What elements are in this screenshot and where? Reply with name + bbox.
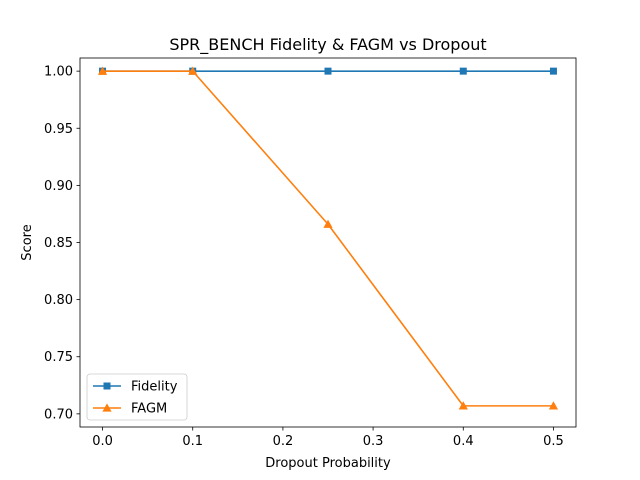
plot-area [97, 66, 559, 410]
y-tick-label: 0.90 [44, 179, 73, 194]
fagm-point [188, 66, 198, 75]
y-tick-label: 0.75 [44, 350, 73, 365]
fidelity-point [459, 67, 467, 75]
y-tick-label: 0.85 [44, 236, 73, 251]
fagm-point [548, 401, 559, 410]
x-axis: 0.0 0.1 0.2 0.3 0.4 0.5 [92, 427, 564, 449]
legend-item-fagm: FAGM [93, 402, 167, 417]
legend-swatch-marker [102, 403, 112, 412]
y-tick-label: 0.80 [44, 293, 73, 308]
fagm-point [323, 219, 333, 228]
y-axis: 0.70 0.75 0.80 0.85 0.90 0.95 1.00 [44, 65, 80, 422]
x-axis-title: Dropout Probability [265, 456, 391, 471]
x-tick-label: 0.5 [543, 434, 564, 449]
fagm-line [102, 70, 554, 407]
fidelity-point [324, 67, 332, 75]
fidelity-point [549, 67, 557, 75]
x-tick-label: 0.3 [363, 434, 384, 449]
legend-label: FAGM [131, 402, 167, 417]
y-tick-label: 0.70 [44, 407, 73, 422]
x-tick-label: 0.2 [273, 434, 294, 449]
x-tick-label: 0.1 [182, 434, 203, 449]
fagm-point [97, 66, 108, 75]
y-tick-label: 1.00 [44, 65, 73, 80]
series-fagm [97, 66, 559, 410]
chart-title: SPR_BENCH Fidelity & FAGM vs Dropout [169, 35, 486, 55]
y-axis-title: Score [20, 224, 35, 260]
x-tick-label: 0.0 [92, 434, 113, 449]
legend-swatch-marker [103, 382, 111, 390]
legend-item-fidelity: Fidelity [93, 380, 178, 395]
y-tick-label: 0.95 [44, 122, 73, 137]
axes-frame [79, 57, 577, 428]
fagm-point [458, 401, 468, 410]
x-tick-label: 0.4 [453, 434, 474, 449]
legend-label: Fidelity [131, 380, 178, 395]
legend: Fidelity FAGM [86, 373, 188, 421]
